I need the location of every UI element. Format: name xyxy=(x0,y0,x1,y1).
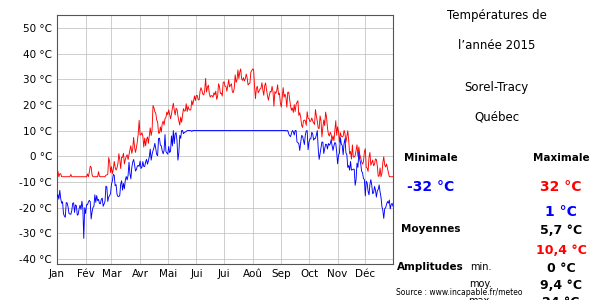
Text: 1 °C: 1 °C xyxy=(545,206,577,220)
Text: Québec: Québec xyxy=(474,111,520,124)
Text: moy.: moy. xyxy=(469,279,492,289)
Text: 5,7 °C: 5,7 °C xyxy=(540,224,582,236)
Text: min.: min. xyxy=(470,262,492,272)
Text: Températures de: Températures de xyxy=(447,9,547,22)
Text: Maximale: Maximale xyxy=(533,153,589,163)
Text: -32 °C: -32 °C xyxy=(407,180,454,194)
Text: l’année 2015: l’année 2015 xyxy=(458,39,535,52)
Text: 9,4 °C: 9,4 °C xyxy=(540,279,582,292)
Text: Sorel-Tracy: Sorel-Tracy xyxy=(464,81,529,94)
Text: 32 °C: 32 °C xyxy=(540,180,582,194)
Text: 24 °C: 24 °C xyxy=(542,296,580,300)
Text: 10,4 °C: 10,4 °C xyxy=(536,244,586,257)
Text: Moyennes: Moyennes xyxy=(401,224,461,233)
Text: Amplitudes: Amplitudes xyxy=(397,262,464,272)
Text: max.: max. xyxy=(468,296,492,300)
Text: 0 °C: 0 °C xyxy=(547,262,575,275)
Text: Source : www.incapable.fr/meteo: Source : www.incapable.fr/meteo xyxy=(396,288,523,297)
Text: Minimale: Minimale xyxy=(404,153,458,163)
